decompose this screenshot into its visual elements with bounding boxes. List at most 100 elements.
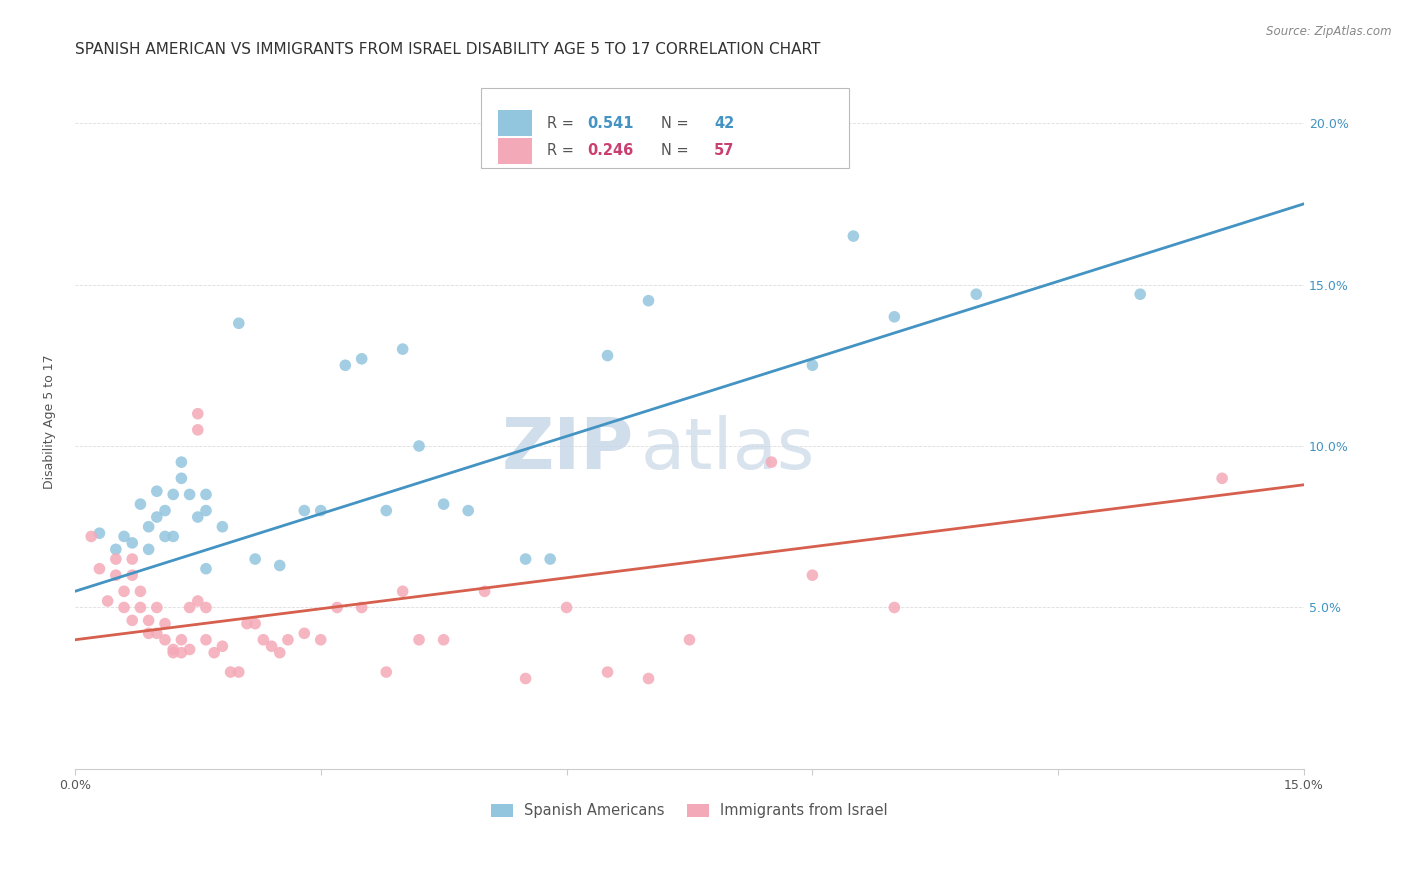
Point: [112, 584, 135, 599]
Point: [391, 342, 413, 356]
Point: [236, 616, 259, 631]
Point: [538, 552, 561, 566]
Text: N =: N =: [661, 144, 693, 159]
Point: [474, 584, 496, 599]
Point: [138, 542, 160, 557]
Text: SPANISH AMERICAN VS IMMIGRANTS FROM ISRAEL DISABILITY AGE 5 TO 17 CORRELATION CH: SPANISH AMERICAN VS IMMIGRANTS FROM ISRA…: [75, 42, 820, 57]
Point: [121, 614, 143, 628]
Point: [1211, 471, 1233, 485]
Point: [187, 510, 209, 524]
FancyBboxPatch shape: [498, 110, 531, 136]
Point: [515, 672, 537, 686]
Point: [195, 632, 218, 647]
Point: [153, 616, 176, 631]
Point: [162, 487, 184, 501]
Point: [408, 439, 430, 453]
Point: [129, 497, 152, 511]
Point: [277, 632, 299, 647]
Point: [965, 287, 987, 301]
Point: [179, 642, 201, 657]
Point: [555, 600, 578, 615]
Point: [170, 646, 193, 660]
Point: [146, 600, 169, 615]
Point: [211, 639, 233, 653]
Legend: Spanish Americans, Immigrants from Israel: Spanish Americans, Immigrants from Israe…: [485, 797, 894, 824]
Point: [801, 358, 824, 372]
Point: [350, 351, 373, 366]
Point: [153, 503, 176, 517]
Point: [89, 526, 111, 541]
Point: [596, 349, 619, 363]
Point: [309, 632, 332, 647]
Point: [179, 487, 201, 501]
Point: [515, 552, 537, 566]
Point: [761, 455, 783, 469]
Point: [457, 503, 479, 517]
Point: [112, 600, 135, 615]
Point: [391, 584, 413, 599]
Point: [269, 646, 291, 660]
Point: [89, 562, 111, 576]
Point: [433, 632, 456, 647]
Point: [121, 568, 143, 582]
Point: [187, 423, 209, 437]
Point: [170, 632, 193, 647]
Text: 0.246: 0.246: [588, 144, 634, 159]
Point: [1129, 287, 1152, 301]
Point: [129, 600, 152, 615]
Point: [326, 600, 349, 615]
Point: [97, 594, 120, 608]
Point: [195, 562, 218, 576]
Point: [195, 487, 218, 501]
Point: [883, 600, 905, 615]
Point: [153, 632, 176, 647]
Point: [219, 665, 242, 679]
Point: [243, 552, 266, 566]
Point: [162, 646, 184, 660]
Point: [179, 600, 201, 615]
Point: [408, 632, 430, 647]
Point: [678, 632, 700, 647]
Text: 42: 42: [714, 116, 734, 131]
Point: [335, 358, 357, 372]
Point: [153, 529, 176, 543]
Point: [883, 310, 905, 324]
Point: [121, 536, 143, 550]
Text: R =: R =: [547, 144, 578, 159]
Point: [269, 558, 291, 573]
Point: [596, 665, 619, 679]
Point: [211, 520, 233, 534]
Y-axis label: Disability Age 5 to 17: Disability Age 5 to 17: [44, 354, 56, 489]
Text: atlas: atlas: [640, 415, 814, 484]
Point: [842, 229, 865, 244]
Point: [121, 552, 143, 566]
Point: [80, 529, 103, 543]
Point: [170, 455, 193, 469]
Point: [104, 542, 127, 557]
Point: [195, 600, 218, 615]
Point: [292, 503, 315, 517]
Point: [637, 293, 659, 308]
Point: [243, 616, 266, 631]
Point: [112, 529, 135, 543]
Point: [309, 503, 332, 517]
Point: [202, 646, 225, 660]
Point: [228, 665, 250, 679]
Point: [162, 642, 184, 657]
Point: [146, 484, 169, 499]
Point: [801, 568, 824, 582]
Point: [162, 529, 184, 543]
Point: [260, 639, 283, 653]
Point: [292, 626, 315, 640]
Point: [138, 626, 160, 640]
Point: [252, 632, 274, 647]
Point: [195, 503, 218, 517]
Point: [433, 497, 456, 511]
Point: [187, 594, 209, 608]
Point: [129, 584, 152, 599]
Point: [375, 665, 398, 679]
Point: [146, 510, 169, 524]
Text: R =: R =: [547, 116, 578, 131]
FancyBboxPatch shape: [481, 88, 849, 169]
Point: [138, 614, 160, 628]
